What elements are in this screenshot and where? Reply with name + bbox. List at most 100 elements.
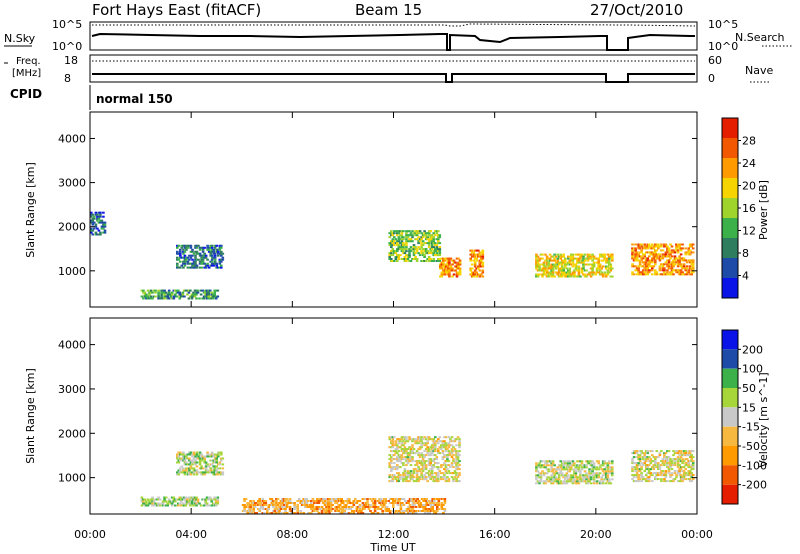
data-cell-0-1	[190, 297, 194, 300]
data-cell-0-0	[192, 264, 196, 267]
data-cell-0-7	[635, 269, 639, 272]
data-cell-0-7	[640, 249, 643, 252]
data-cell-0-1	[151, 291, 154, 294]
data-cell-0-1	[207, 293, 210, 296]
data-cell-1-3	[542, 464, 546, 467]
data-cell-0-0	[183, 256, 187, 259]
data-cell-0-3	[409, 250, 413, 253]
data-cell-1-0	[198, 467, 202, 470]
data-cell-0-2	[96, 217, 99, 220]
data-cell-1-4	[651, 480, 654, 483]
data-cell-1-5	[414, 498, 418, 500]
data-cell-0-3	[438, 254, 442, 257]
data-cell-1-3	[536, 480, 540, 483]
data-cell-1-5	[300, 502, 304, 504]
data-cell-1-5	[278, 506, 281, 508]
data-cell-0-6	[592, 257, 596, 260]
data-cell-0-2	[102, 227, 105, 230]
data-cell-0-6	[557, 275, 561, 278]
data-cell-1-3	[595, 482, 599, 485]
data-cell-0-3	[421, 260, 425, 262]
data-cell-1-5	[381, 500, 384, 502]
data-cell-1-2	[390, 466, 393, 469]
data-cell-1-1	[211, 498, 215, 501]
data-cell-0-3	[397, 236, 401, 239]
data-cell-1-5	[422, 498, 425, 500]
data-cell-1-5	[348, 500, 351, 502]
data-cell-1-5	[310, 506, 313, 508]
data-cell-1-5	[296, 508, 299, 510]
data-cell-0-5	[472, 271, 475, 274]
data-cell-1-5	[443, 508, 447, 510]
data-cell-0-7	[632, 253, 636, 256]
data-cell-0-0	[213, 254, 217, 257]
data-cell-1-3	[542, 466, 546, 469]
data-cell-1-2	[414, 480, 417, 483]
data-cell-1-4	[679, 460, 683, 463]
data-cell-1-3	[576, 482, 579, 485]
data-cell-1-2	[455, 472, 458, 475]
data-cell-1-5	[329, 506, 333, 508]
data-cell-1-5	[243, 504, 246, 506]
data-cell-1-1	[152, 504, 156, 507]
data-cell-0-6	[571, 271, 575, 274]
data-cell-0-7	[657, 245, 660, 248]
data-cell-0-0	[218, 262, 222, 265]
data-cell-1-4	[655, 462, 659, 465]
data-cell-1-0	[213, 459, 217, 462]
data-cell-1-5	[329, 502, 333, 504]
data-cell-0-6	[595, 267, 599, 270]
data-cell-1-5	[288, 508, 292, 510]
data-cell-1-0	[188, 459, 191, 462]
data-cell-1-4	[690, 468, 693, 471]
data-cell-0-0	[191, 264, 194, 267]
data-cell-1-1	[157, 502, 160, 505]
data-cell-0-3	[430, 252, 434, 255]
data-cell-0-3	[429, 258, 432, 260]
data-cell-1-5	[326, 502, 330, 504]
data-cell-0-6	[565, 271, 569, 274]
data-cell-1-2	[414, 452, 417, 455]
data-cell-1-5	[335, 510, 339, 512]
data-cell-0-5	[473, 271, 477, 274]
data-cell-1-5	[392, 502, 395, 504]
data-cell-0-0	[203, 266, 206, 269]
data-cell-0-4	[443, 269, 447, 272]
data-cell-1-4	[684, 452, 687, 455]
data-cell-1-3	[595, 476, 599, 479]
data-cell-1-5	[378, 508, 381, 510]
data-cell-1-1	[142, 502, 145, 505]
data-cell-1-0	[198, 463, 202, 466]
data-cell-1-4	[651, 450, 654, 453]
data-cell-0-6	[601, 273, 605, 276]
data-cell-1-5	[261, 504, 265, 506]
data-cell-0-3	[412, 250, 416, 253]
data-cell-0-7	[691, 259, 695, 262]
data-cell-0-6	[588, 253, 591, 256]
data-cell-0-3	[402, 238, 405, 241]
data-cell-1-2	[423, 468, 426, 471]
data-cell-0-7	[664, 251, 668, 254]
data-cell-0-7	[676, 251, 680, 254]
data-cell-1-3	[585, 460, 588, 463]
data-cell-1-1	[183, 504, 186, 507]
data-cell-1-3	[595, 466, 599, 469]
data-cell-1-3	[565, 480, 569, 483]
data-cell-0-6	[600, 259, 603, 262]
data-cell-1-0	[176, 457, 179, 460]
data-cell-1-3	[604, 462, 608, 465]
data-cell-1-5	[398, 500, 401, 502]
data-cell-1-5	[437, 498, 441, 500]
data-cell-1-0	[212, 465, 215, 468]
data-cell-1-3	[550, 480, 553, 483]
data-cell-1-3	[554, 470, 558, 473]
data-cell-0-7	[658, 273, 662, 276]
data-cell-1-0	[217, 467, 220, 470]
data-cell-1-5	[357, 512, 360, 514]
data-cell-1-4	[681, 460, 684, 463]
data-cell-1-5	[361, 508, 365, 510]
data-cell-0-7	[631, 247, 634, 250]
data-cell-1-2	[441, 456, 445, 459]
data-cell-0-3	[438, 250, 442, 253]
data-cell-1-2	[391, 458, 395, 461]
